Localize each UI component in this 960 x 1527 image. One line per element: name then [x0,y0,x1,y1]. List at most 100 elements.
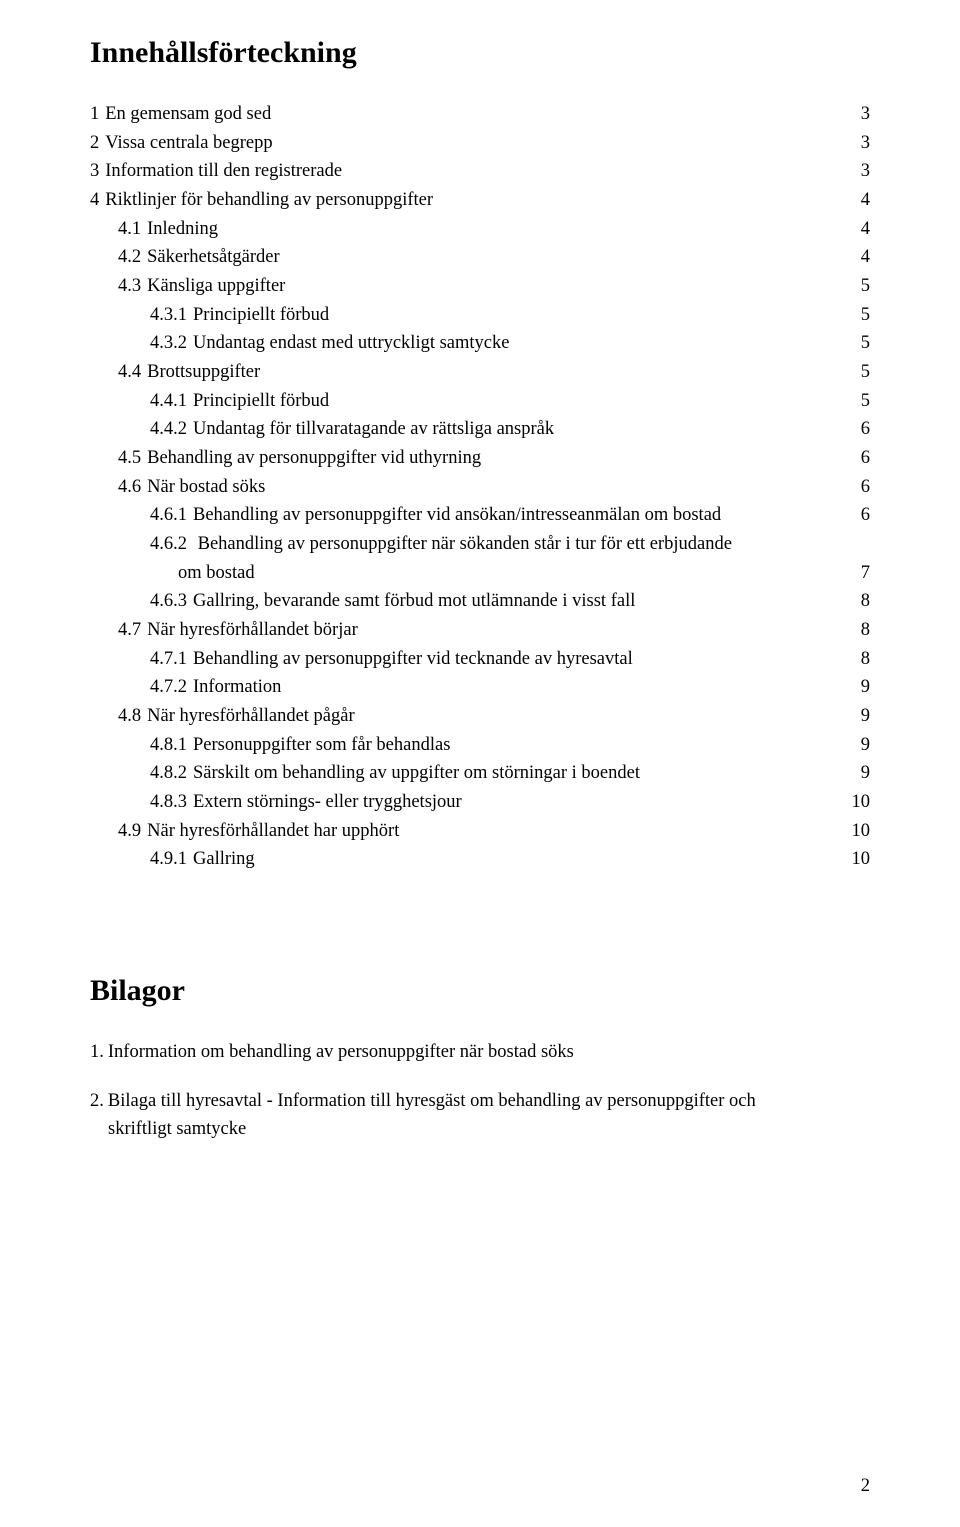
bilaga-number: 2. [90,1091,104,1111]
toc-page: 6 [857,415,870,444]
toc-page: 5 [857,387,870,416]
bilaga-text: Information om behandling av personuppgi… [108,1042,574,1062]
toc-number: 4.8 [118,702,147,731]
toc-page: 4 [857,215,870,244]
toc-label: Extern störnings- eller trygghetsjour [193,788,462,817]
toc-number: 4.4.1 [150,387,193,416]
toc-number: 4.6.2 [150,534,193,554]
toc-page: 9 [857,731,870,760]
toc-entry: 1 En gemensam god sed 3 [90,100,870,129]
toc-entry: 4.3 Känsliga uppgifter 5 [90,272,870,301]
toc-page: 3 [857,157,870,186]
toc-number: 4.3 [118,272,147,301]
bilaga-text: Bilaga till hyresavtal - Information til… [108,1091,756,1111]
toc-entry: 4.7 När hyresförhållandet börjar 8 [90,616,870,645]
toc-label: När hyresförhållandet har upphört [147,817,399,846]
toc-number: 4.1 [118,215,147,244]
toc-label: Behandling av personuppgifter vid teckna… [193,645,633,674]
toc-entry: 4.1 Inledning4 [90,215,870,244]
toc-label-cont: om bostad [178,559,255,588]
toc-label: När hyresförhållandet börjar [147,616,358,645]
toc-label: Behandling av personuppgifter vid ansöka… [193,501,721,530]
toc-page: 3 [857,129,870,158]
toc-label: Känsliga uppgifter [147,272,285,301]
toc-entry: 4.3.1 Principiellt förbud 5 [90,301,870,330]
page-number: 2 [861,1476,870,1497]
toc-number: 1 [90,100,105,129]
toc-page: 10 [848,845,871,874]
toc-entry: 4.5 Behandling av personuppgifter vid ut… [90,444,870,473]
toc-entry: 4.6 När bostad söks 6 [90,473,870,502]
toc-number: 4.8.2 [150,759,193,788]
toc-page: 8 [857,587,870,616]
bilaga-item: 1.Information om behandling av personupp… [90,1038,870,1067]
toc-entry: 2 Vissa centrala begrepp3 [90,129,870,158]
toc-number: 2 [90,129,105,158]
toc-entry: 4.9.1 Gallring10 [90,845,870,874]
toc-number: 4.4.2 [150,415,193,444]
toc-page: 5 [857,329,870,358]
toc-label: Behandling av personuppgifter när sökand… [198,534,732,554]
toc-label: Principiellt förbud [193,301,329,330]
toc-label: Information [193,673,281,702]
toc-label: Riktlinjer för behandling av personuppgi… [105,186,433,215]
toc-entry: 4.4 Brottsuppgifter5 [90,358,870,387]
toc-entry: 4.8.1 Personuppgifter som får behandlas9 [90,731,870,760]
toc-number: 4.9 [118,817,147,846]
toc-page: 5 [857,272,870,301]
toc-label: När hyresförhållandet pågår [147,702,355,731]
toc-page: 6 [857,444,870,473]
toc-number: 4.6.3 [150,587,193,616]
toc-page: 8 [857,616,870,645]
toc-page: 6 [857,501,870,530]
toc-label: När bostad söks [147,473,265,502]
toc-number: 4.3.1 [150,301,193,330]
toc-number: 4.5 [118,444,147,473]
toc-number: 4.9.1 [150,845,193,874]
toc-number: 4.8.3 [150,788,193,817]
toc-page: 6 [857,473,870,502]
toc-number: 4.6 [118,473,147,502]
toc-entry: 4.3.2 Undantag endast med uttryckligt sa… [90,329,870,358]
toc-label: En gemensam god sed [105,100,271,129]
toc-entry: 4.4.2 Undantag för tillvaratagande av rä… [90,415,870,444]
bilagor-list: 1.Information om behandling av personupp… [90,1038,870,1144]
toc-label: Brottsuppgifter [147,358,260,387]
toc-label: Undantag endast med uttryckligt samtycke [193,329,509,358]
toc-number: 4.7.2 [150,673,193,702]
toc-entry: 3 Information till den registrerade3 [90,157,870,186]
toc-entry: 4.8.2 Särskilt om behandling av uppgifte… [90,759,870,788]
toc-entry: 4.6.1 Behandling av personuppgifter vid … [90,501,870,530]
toc-number: 4.3.2 [150,329,193,358]
toc-page: 9 [857,673,870,702]
toc-entry: 4.6.3 Gallring, bevarande samt förbud mo… [90,587,870,616]
toc-label: Säkerhetsåtgärder [147,243,280,272]
toc-label: Principiellt förbud [193,387,329,416]
bilaga-item: 2.Bilaga till hyresavtal - Information t… [90,1087,870,1144]
toc-number: 4.7.1 [150,645,193,674]
toc-page: 10 [848,817,871,846]
toc-page: 3 [857,100,870,129]
toc-label: Särskilt om behandling av uppgifter om s… [193,759,640,788]
toc-number: 4.8.1 [150,731,193,760]
toc-page: 4 [857,186,870,215]
bilaga-number: 1. [90,1042,104,1062]
toc-entry: 4.7.2 Information 9 [90,673,870,702]
bilagor-title: Bilagor [90,974,870,1008]
toc-entry-wrap: om bostad 7 [150,559,870,588]
toc-page: 4 [857,243,870,272]
toc-entry: 4.6.2 Behandling av personuppgifter när … [150,530,870,559]
toc-page: 5 [857,358,870,387]
toc-page: 10 [848,788,871,817]
toc-page: 8 [857,645,870,674]
toc-page: 7 [857,559,870,588]
toc-page: 5 [857,301,870,330]
toc-label: Undantag för tillvaratagande av rättslig… [193,415,554,444]
toc-number: 4 [90,186,105,215]
toc-number: 4.7 [118,616,147,645]
toc-entry: 4.8 När hyresförhållandet pågår9 [90,702,870,731]
toc-page: 9 [857,759,870,788]
toc-entry: 4.4.1 Principiellt förbud 5 [90,387,870,416]
bilaga-text-cont: skriftligt samtycke [90,1115,870,1144]
toc-number: 4.2 [118,243,147,272]
